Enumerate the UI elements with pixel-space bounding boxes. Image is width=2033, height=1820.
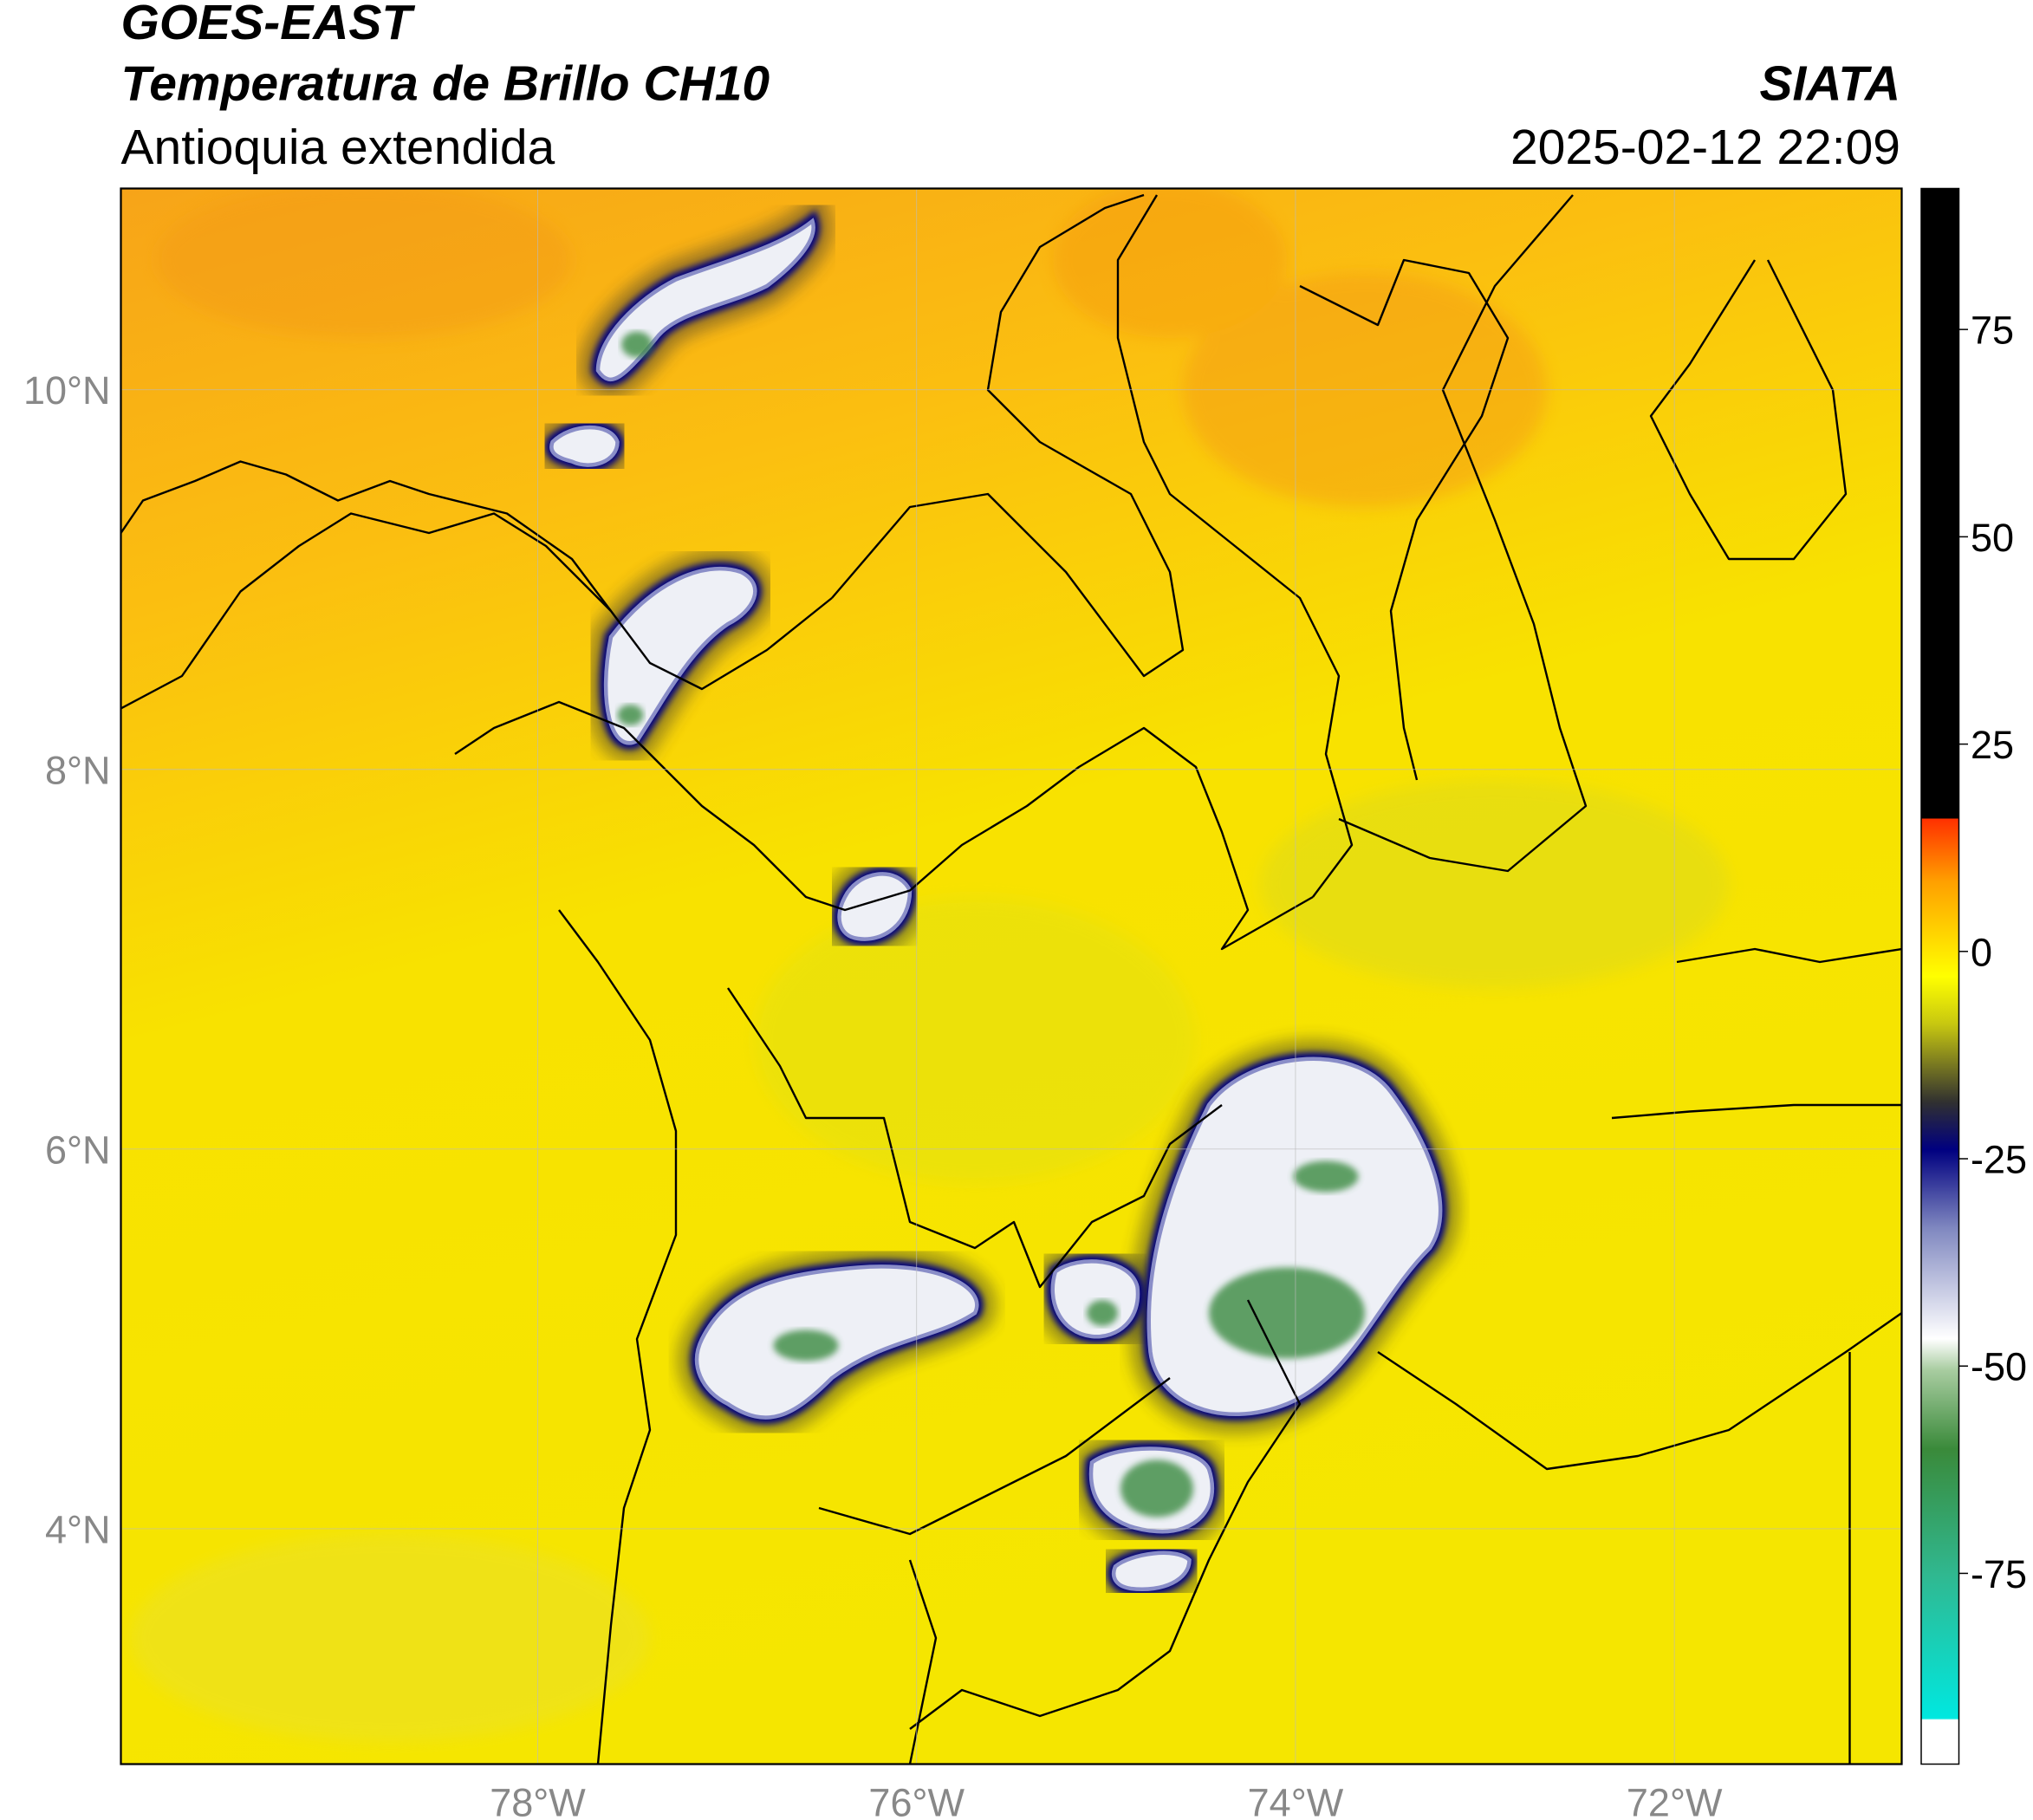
map-axes: 78°W 76°W 74°W 72°W 4°N 6°N 8°N 10°N: [23, 368, 1723, 1820]
cloud-core: [773, 1329, 839, 1362]
colorbar-tick-label: -50: [1971, 1345, 2027, 1389]
cloud-core: [617, 705, 644, 725]
source-label: SIATA: [1759, 56, 1900, 112]
cloud-core: [621, 331, 653, 358]
cloud-tops: [531, 188, 1460, 1609]
colorbar-tick-label: 50: [1971, 516, 2014, 560]
colorbar-tick-label: -25: [1971, 1138, 2027, 1182]
cloud-core: [1087, 1300, 1118, 1326]
map-area: [120, 188, 1902, 1765]
cloud-core: [1293, 1160, 1359, 1193]
lat-tick-label: 4°N: [45, 1507, 111, 1551]
lon-tick-label: 78°W: [490, 1781, 586, 1820]
cloud-top: [603, 567, 757, 745]
map-frame: [120, 187, 1903, 1765]
colorbar-ticks: -75 -50 -25 0 25 50 75: [1958, 309, 2027, 1596]
lat-tick-label: 6°N: [45, 1128, 111, 1172]
satellite-title: GOES-EAST: [121, 0, 416, 50]
cloud-top: [549, 426, 620, 467]
cloud-top: [1050, 1259, 1140, 1339]
cloud-top: [837, 872, 913, 941]
lat-tick-label: 8°N: [45, 748, 111, 792]
lon-tick-label: 74°W: [1248, 1781, 1344, 1820]
cloud-core: [1209, 1267, 1365, 1359]
lon-tick-label: 72°W: [1627, 1781, 1723, 1820]
colorbar-tick-label: 75: [1971, 309, 2014, 353]
region-subtitle: Antioquia extendida: [121, 120, 555, 175]
borders: [120, 193, 1902, 1765]
field-texture: [130, 188, 1729, 1742]
graticule: [120, 188, 1902, 1765]
colorbar-tick-label: -75: [1971, 1552, 2027, 1596]
colorbar-tick-label: 0: [1971, 930, 1992, 974]
product-title: Temperatura de Brillo CH10: [121, 56, 770, 112]
cloud-top: [1111, 1550, 1192, 1592]
lat-tick-label: 10°N: [23, 368, 111, 413]
timestamp: 2025-02-12 22:09: [1510, 120, 1900, 175]
cloud-core: [1120, 1459, 1193, 1518]
lon-tick-label: 76°W: [868, 1781, 965, 1820]
colorbar: [1920, 187, 1960, 1765]
colorbar-tick-label: 25: [1971, 723, 2014, 767]
cloud-top: [595, 218, 815, 381]
